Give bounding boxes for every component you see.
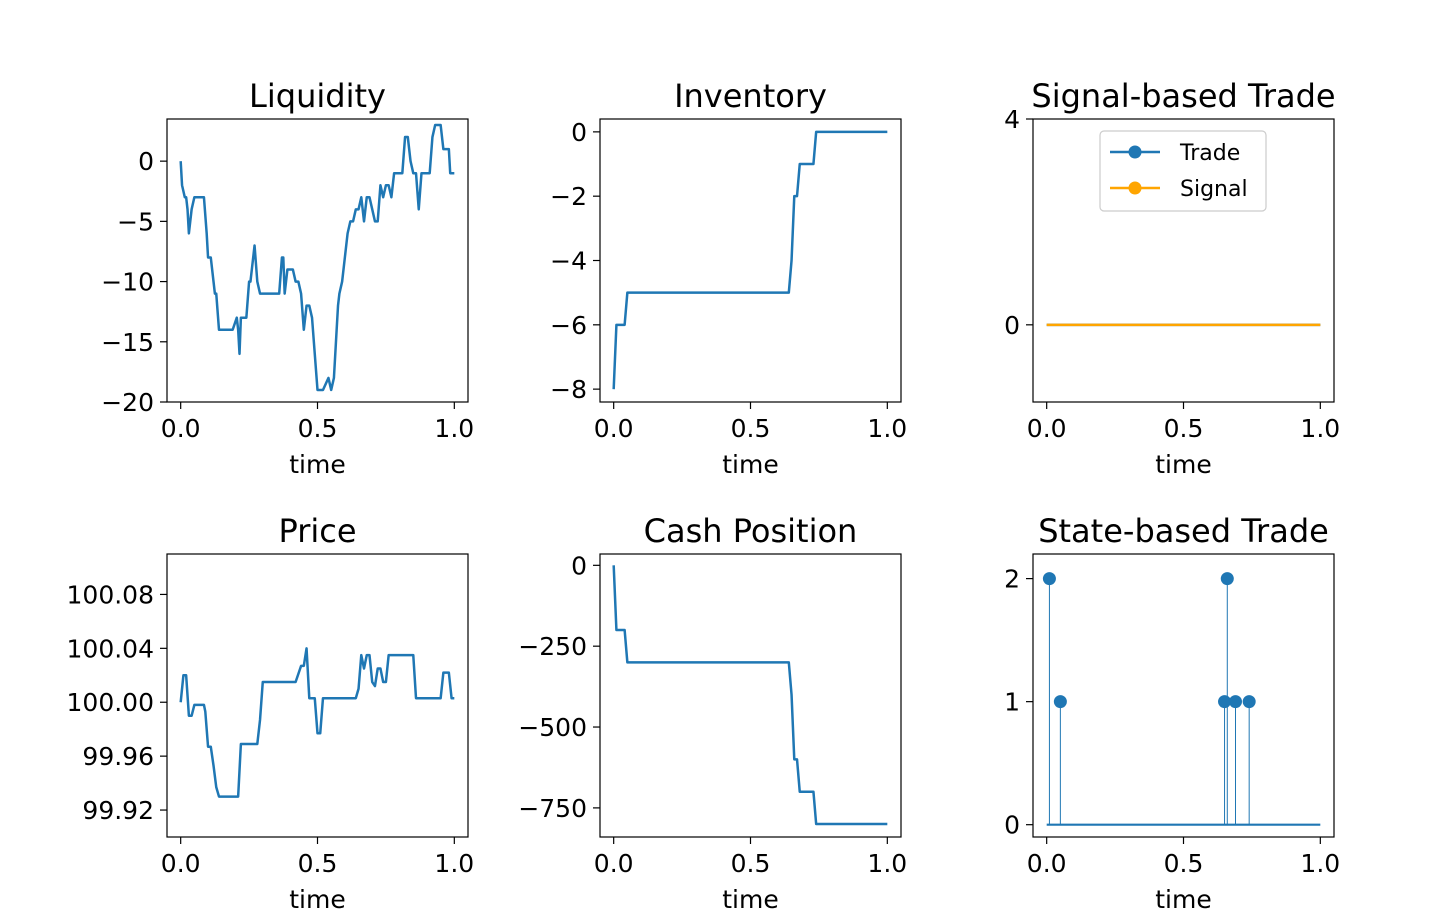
series-line bbox=[612, 565, 888, 826]
chart-title: State-based Trade bbox=[1038, 512, 1329, 550]
stem-marker bbox=[1042, 572, 1056, 586]
axes-frame bbox=[166, 553, 469, 838]
legend-marker-signal bbox=[1128, 181, 1142, 195]
y-tick-label: −8 bbox=[550, 375, 587, 404]
chart-title: Inventory bbox=[674, 77, 827, 115]
y-tick-label: 0 bbox=[571, 551, 587, 580]
stem-marker bbox=[1218, 695, 1232, 709]
y-tick-label: −2 bbox=[550, 182, 587, 211]
x-tick-label: 0.0 bbox=[1027, 414, 1067, 443]
x-tick-label: 0.5 bbox=[731, 414, 771, 443]
x-tick-label: 1.0 bbox=[867, 849, 907, 878]
y-tick-label: 99.92 bbox=[82, 796, 154, 825]
y-tick-label: 100.08 bbox=[67, 580, 154, 609]
y-tick-label: 0 bbox=[1004, 311, 1020, 340]
plot-area bbox=[612, 130, 888, 390]
y-tick-label: 4 bbox=[1004, 105, 1020, 134]
subplot-liquidity: Liquidity 0.0 0.5 1.0 0 −5 −10 −15 −20 time bbox=[101, 77, 474, 479]
x-axis-label: time bbox=[1155, 450, 1211, 479]
y-tick-label: −500 bbox=[518, 713, 587, 742]
chart-title: Signal-based Trade bbox=[1031, 77, 1335, 115]
y-tick-label: 2 bbox=[1004, 565, 1020, 594]
y-tick-label: 0 bbox=[138, 147, 154, 176]
y-tick-label: −10 bbox=[101, 268, 154, 297]
x-tick-label: 0.5 bbox=[298, 414, 338, 443]
chart-title: Cash Position bbox=[644, 512, 858, 550]
series-line bbox=[179, 123, 455, 392]
x-tick-label: 0.5 bbox=[1164, 849, 1204, 878]
x-axis-label: time bbox=[289, 450, 345, 479]
axes-frame bbox=[599, 553, 902, 838]
y-tick-label: 100.04 bbox=[67, 634, 154, 663]
chart-title: Liquidity bbox=[249, 77, 386, 115]
x-tick-label: 1.0 bbox=[434, 414, 474, 443]
x-axis-label: time bbox=[722, 450, 778, 479]
axes-frame bbox=[1032, 118, 1335, 403]
y-tick-label: 0 bbox=[1004, 811, 1020, 840]
subplot-price: Price 0.0 0.5 1.0 100.08 100.04 100.00 99.96 99.… bbox=[67, 512, 475, 914]
series-line bbox=[179, 647, 455, 798]
legend-label-signal: Signal bbox=[1180, 177, 1248, 202]
x-tick-label: 0.5 bbox=[1164, 414, 1204, 443]
x-tick-label: 0.5 bbox=[731, 849, 771, 878]
legend-label-trade: Trade bbox=[1179, 141, 1240, 166]
y-tick-label: 1 bbox=[1004, 688, 1020, 717]
plot-area bbox=[179, 647, 455, 798]
plot-area bbox=[179, 123, 455, 392]
x-axis-label: time bbox=[1155, 885, 1211, 914]
y-tick-label: −15 bbox=[101, 328, 154, 357]
subplot-inventory: Inventory 0.0 0.5 1.0 0 −2 −4 −6 −8 time bbox=[550, 77, 907, 479]
stem-marker bbox=[1242, 695, 1256, 709]
axes-frame bbox=[599, 118, 902, 403]
x-axis-label: time bbox=[289, 885, 345, 914]
plot-area bbox=[612, 565, 888, 826]
y-tick-label: −750 bbox=[518, 794, 587, 823]
x-tick-label: 0.0 bbox=[1027, 849, 1067, 878]
y-tick-label: 100.00 bbox=[67, 688, 154, 717]
plot-area bbox=[1046, 578, 1321, 826]
subplot-signal_trade: Signal-based Trade 0.0 0.5 1.0 4 0 time Trade Si… bbox=[1004, 77, 1340, 479]
legend: Trade Signal bbox=[1099, 130, 1267, 212]
subplot-state_trade: State-based Trade 0.0 0.5 1.0 2 1 0 time bbox=[1004, 512, 1340, 914]
x-tick-label: 0.0 bbox=[594, 414, 634, 443]
y-tick-label: 99.96 bbox=[82, 742, 154, 771]
axes-frame bbox=[166, 118, 469, 403]
legend-marker-trade bbox=[1128, 145, 1142, 159]
x-tick-label: 1.0 bbox=[867, 414, 907, 443]
y-tick-label: −250 bbox=[518, 632, 587, 661]
stem-marker bbox=[1228, 695, 1242, 709]
y-tick-label: −20 bbox=[101, 388, 154, 417]
chart-title: Price bbox=[278, 512, 356, 550]
y-tick-label: −5 bbox=[117, 207, 154, 236]
y-tick-label: −4 bbox=[550, 247, 587, 276]
x-axis-label: time bbox=[722, 885, 778, 914]
y-tick-label: −6 bbox=[550, 311, 587, 340]
series-line bbox=[612, 130, 888, 390]
stem-marker bbox=[1053, 695, 1067, 709]
stem-marker bbox=[1220, 572, 1234, 586]
x-tick-label: 1.0 bbox=[1300, 849, 1340, 878]
x-tick-label: 0.5 bbox=[298, 849, 338, 878]
x-tick-label: 1.0 bbox=[1300, 414, 1340, 443]
x-tick-label: 0.0 bbox=[161, 414, 201, 443]
x-tick-label: 1.0 bbox=[434, 849, 474, 878]
subplot-cash: Cash Position 0.0 0.5 1.0 0 −250 −500 −750 time bbox=[518, 512, 907, 914]
x-tick-label: 0.0 bbox=[161, 849, 201, 878]
y-tick-label: 0 bbox=[571, 118, 587, 147]
x-tick-label: 0.0 bbox=[594, 849, 634, 878]
axes-frame bbox=[1032, 553, 1335, 838]
